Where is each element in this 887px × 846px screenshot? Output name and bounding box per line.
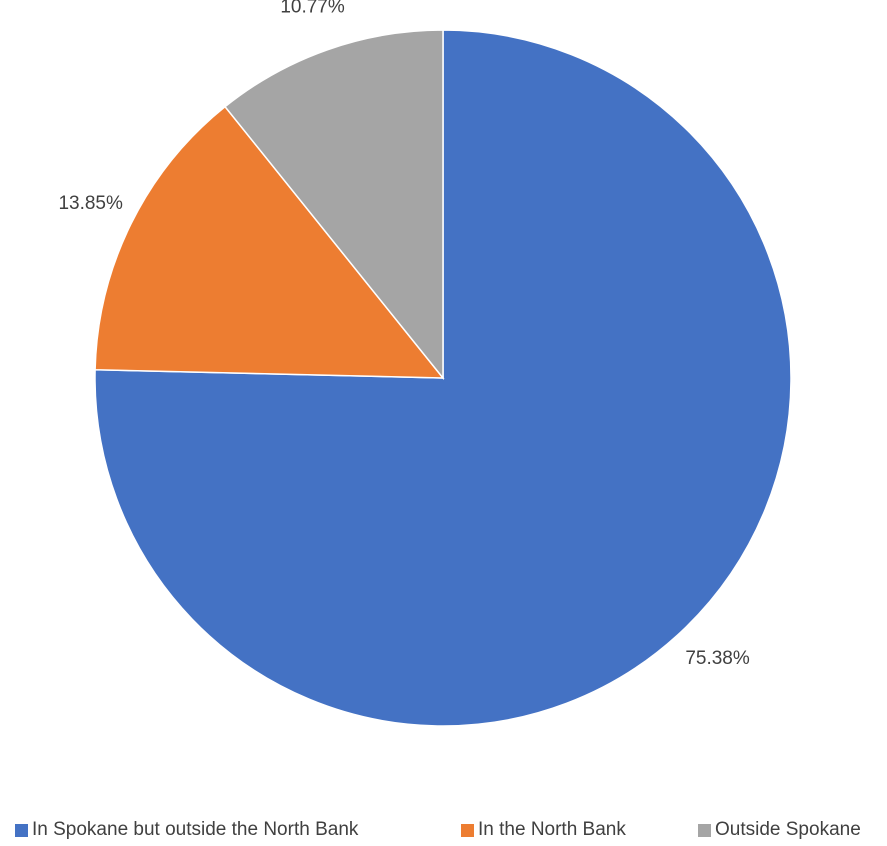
slice-north-bank: [94, 105, 445, 379]
legend-item-north-bank: In the North Bank: [461, 818, 626, 842]
pie-slices: [94, 29, 792, 727]
legend: In Spokane but outside the North Bank In…: [0, 818, 887, 842]
legend-swatch: [461, 823, 474, 837]
data-label-outside-spokane: 10.77%: [280, 0, 345, 17]
legend-label: In Spokane but outside the North Bank: [32, 819, 359, 840]
data-label-north-bank: 13.85%: [58, 193, 123, 214]
legend-label: Outside Spokane: [715, 819, 861, 840]
legend-swatch: [15, 823, 28, 837]
legend-item-spokane-outside-north-bank: In Spokane but outside the North Bank: [15, 818, 358, 842]
legend-swatch: [698, 823, 711, 837]
legend-label: In the North Bank: [478, 819, 626, 840]
legend-item-outside-spokane: Outside Spokane: [698, 818, 861, 842]
data-labels: 75.38% 13.85% 10.77%: [58, 0, 749, 669]
slice-outside-spokane: [224, 29, 444, 381]
pie-chart: 75.38% 13.85% 10.77%: [58, 0, 792, 727]
data-label-spokane-outside-north-bank: 75.38%: [685, 648, 750, 669]
